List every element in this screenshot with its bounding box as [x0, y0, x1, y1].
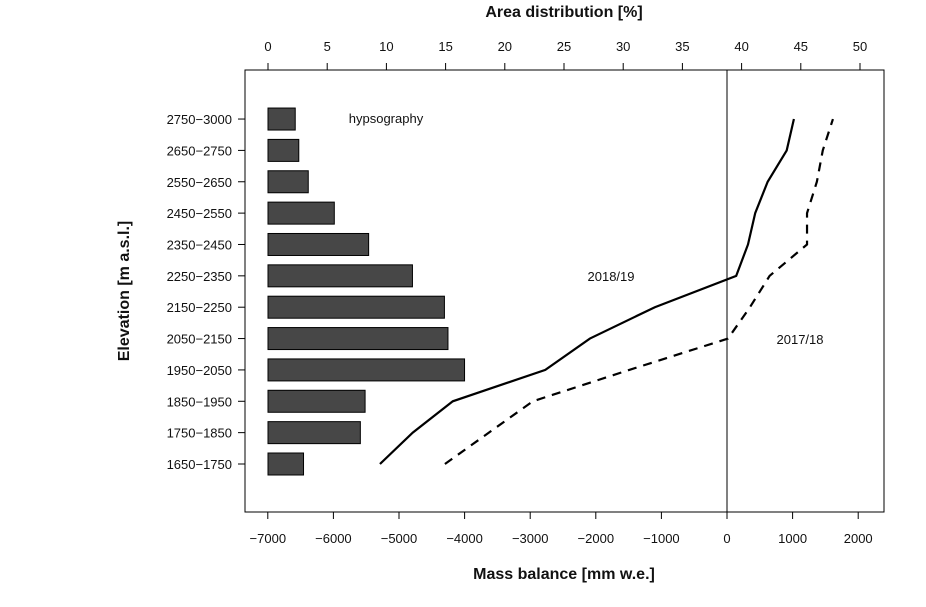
- top-tick-label: 5: [324, 39, 331, 54]
- y-tick-label: 2750−3000: [167, 112, 232, 127]
- top-tick-label: 25: [557, 39, 571, 54]
- hypsography-bar: [267, 264, 413, 288]
- hypsography-bar: [267, 138, 300, 162]
- series-label-2018-19: 2018/19: [588, 269, 635, 284]
- bottom-tick-label: −4000: [446, 531, 483, 546]
- y-tick-label: 2250−2350: [167, 269, 232, 284]
- hypsography-bar: [267, 421, 361, 445]
- top-tick-label: 20: [498, 39, 512, 54]
- bottom-tick-label: −6000: [315, 531, 352, 546]
- hypsography-bar: [267, 107, 296, 131]
- bottom-tick-label: 2000: [844, 531, 873, 546]
- top-tick-label: 30: [616, 39, 630, 54]
- y-tick-label: 1850−1950: [167, 394, 232, 409]
- top-tick-label: 0: [264, 39, 271, 54]
- bottom-tick-label: 1000: [778, 531, 807, 546]
- y-tick-label: 2350−2450: [167, 237, 232, 252]
- bottom-tick-label: 0: [723, 531, 730, 546]
- y-tick-label: 1650−1750: [167, 457, 232, 472]
- top-tick-label: 35: [675, 39, 689, 54]
- hypsography-bar: [267, 201, 335, 225]
- hypsography-bar: [267, 170, 309, 194]
- bottom-tick-label: −2000: [578, 531, 615, 546]
- hypsography-bar: [267, 232, 370, 256]
- hypsography-bar: [267, 327, 449, 351]
- bottom-tick-label: −5000: [381, 531, 418, 546]
- plot-frame: [244, 69, 885, 513]
- top-tick-label: 10: [379, 39, 393, 54]
- hypsography-bar: [267, 295, 445, 319]
- series-label-2017-18: 2017/18: [777, 332, 824, 347]
- y-tick-label: 1750−1850: [167, 426, 232, 441]
- series-line-2018-19: [379, 118, 795, 465]
- hypsography-bar: [267, 389, 366, 413]
- bottom-tick-label: −7000: [250, 531, 287, 546]
- y-tick-label: 2450−2550: [167, 206, 232, 221]
- y-tick-label: 2150−2250: [167, 300, 232, 315]
- hypsography-bar: [267, 358, 466, 382]
- top-axis-title: Area distribution [%]: [485, 4, 642, 21]
- y-tick-label: 2550−2650: [167, 175, 232, 190]
- bottom-tick-label: −3000: [512, 531, 549, 546]
- hypsography-bar: [267, 452, 305, 476]
- bottom-axis-title: Mass balance [mm w.e.]: [473, 566, 655, 583]
- y-tick-label: 1950−2050: [167, 363, 232, 378]
- y-tick-label: 2050−2150: [167, 332, 232, 347]
- series-line-2017-18: [444, 118, 834, 465]
- y-tick-label: 2650−2750: [167, 143, 232, 158]
- top-tick-label: 50: [853, 39, 867, 54]
- bottom-tick-label: −1000: [643, 531, 680, 546]
- top-tick-label: 15: [438, 39, 452, 54]
- top-tick-label: 40: [734, 39, 748, 54]
- y-axis-title: Elevation [m a.s.l.]: [116, 221, 133, 361]
- hypsography-label: hypsography: [349, 111, 424, 126]
- top-tick-label: 45: [794, 39, 808, 54]
